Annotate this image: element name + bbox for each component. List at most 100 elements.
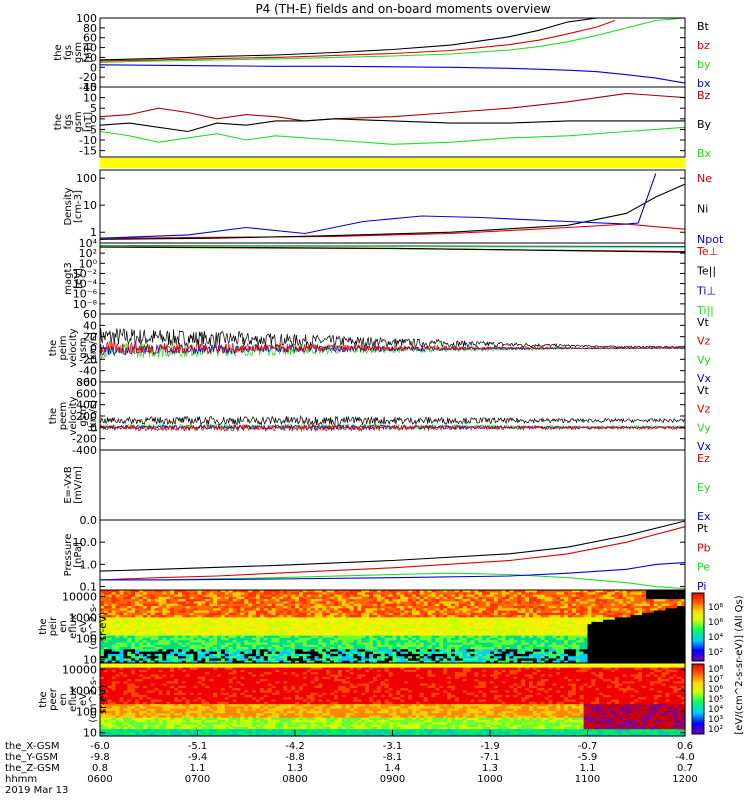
spectrogram-cell (135, 647, 140, 650)
spectrogram-cell (443, 651, 448, 655)
spectrogram-cell (103, 649, 109, 653)
spectrogram-cell (131, 631, 136, 634)
spectrogram-cell (236, 642, 241, 646)
spectrogram-cell (170, 610, 175, 614)
spectrogram-cell (330, 619, 335, 623)
spectrogram-cell (259, 649, 265, 653)
spectrogram-cell (322, 635, 327, 639)
spectrogram-cell (298, 633, 304, 637)
spectrogram-cell (396, 596, 401, 600)
spectrogram-cell (595, 651, 600, 655)
spectrogram-cell (259, 644, 265, 648)
spectrogram-cell (454, 612, 460, 616)
spectrogram-cell (115, 590, 121, 593)
spectrogram-cell (388, 594, 394, 598)
spectrogram-cell (337, 615, 343, 618)
spectrogram-cell (595, 608, 600, 612)
spectrogram-cell (193, 633, 199, 637)
spectrogram-cell (244, 635, 249, 639)
spectrogram-cell (213, 635, 218, 639)
noise-trace-black (99, 414, 686, 427)
spectrogram-cell (575, 619, 581, 623)
spectrogram-cell (435, 633, 440, 637)
spectrogram-cell (415, 619, 421, 623)
spectrogram-cell (158, 619, 163, 623)
spectrogram-cell (607, 640, 612, 644)
spectrogram-cell (408, 660, 413, 664)
spectrogram-cell (217, 601, 222, 605)
spectrogram-cell (470, 610, 475, 614)
spectrogram-cell (111, 594, 117, 598)
spectrogram-cell (404, 599, 409, 602)
spectrogram-cell (443, 656, 448, 660)
spectrogram-cell (345, 612, 351, 616)
spectrogram-cell (505, 608, 511, 612)
spectrogram-cell (295, 651, 300, 655)
spectrogram-cell (400, 656, 405, 660)
spectrogram-cell (146, 628, 152, 632)
spectrogram-cell (349, 599, 355, 602)
spectrogram-cell (373, 599, 378, 602)
spectrogram-cell (412, 644, 417, 648)
spectrogram-cell (259, 608, 265, 612)
spectrogram-cell (283, 651, 288, 655)
spectrogram-cell (275, 628, 280, 632)
spectrogram-cell (529, 660, 534, 664)
spectrogram-cell (119, 624, 124, 628)
spectrogram-cell (166, 590, 171, 593)
spectrogram-cell (189, 660, 195, 664)
spectrogram-cell (224, 603, 230, 607)
spectrogram-cell (252, 608, 257, 612)
spectrogram-cell (427, 640, 433, 644)
spectrogram-cell (162, 619, 167, 623)
spectrogram-cell (318, 603, 323, 607)
spectrogram-cell (162, 640, 167, 644)
spectrogram-cell (439, 624, 444, 628)
spectrogram-cell (435, 603, 440, 607)
spectrogram-cell (607, 610, 612, 614)
spectrogram-cell (427, 642, 433, 646)
spectrogram-cell (474, 624, 479, 628)
spectrogram-cell (100, 624, 105, 628)
spectrogram-cell (462, 612, 468, 616)
spectrogram-cell (513, 637, 518, 641)
spectrogram-cell (205, 592, 210, 596)
spectrogram-cell (552, 621, 557, 625)
spectrogram-cell (150, 590, 156, 593)
legend-entry: bx (697, 77, 711, 90)
spectrogram-cell (185, 601, 191, 605)
spectrogram-cell (337, 647, 343, 650)
spectrogram-cell (131, 656, 136, 660)
spectrogram-cell (181, 621, 187, 625)
spectrogram-cell (603, 599, 608, 602)
spectrogram-cell (513, 619, 518, 623)
spectrogram-cell (571, 594, 577, 598)
spectrogram-cell (435, 592, 440, 596)
spectrogram-cell (431, 624, 436, 628)
spectrogram-cell (384, 594, 390, 598)
spectrogram-cell (295, 660, 300, 664)
spectrogram-cell (217, 619, 222, 623)
spectrogram-cell (470, 649, 475, 653)
spectrogram-cell (521, 633, 526, 637)
spectrogram-cell (548, 594, 553, 598)
spectrogram-cell (123, 601, 128, 605)
spectrogram-cell (599, 633, 604, 637)
spectrogram-cell (240, 644, 245, 648)
spectrogram-cell (525, 621, 530, 625)
spectrogram-cell (505, 642, 511, 646)
spectrogram-cell (474, 610, 479, 614)
spectrogram-cell (490, 635, 495, 639)
spectrogram-cell (115, 628, 121, 632)
spectrogram-cell (568, 647, 573, 650)
spectrogram-cell (302, 608, 308, 612)
spectrogram-cell (146, 610, 152, 614)
spectrogram-cell (111, 633, 117, 637)
spectrogram-cell (490, 592, 495, 596)
spectrogram-cell (373, 628, 378, 632)
spectrogram-cell (302, 601, 308, 605)
spectrogram-cell (197, 596, 202, 600)
spectrogram-cell (583, 590, 589, 593)
spectrogram-cell (400, 596, 405, 600)
legend-entry: Bx (697, 147, 712, 160)
